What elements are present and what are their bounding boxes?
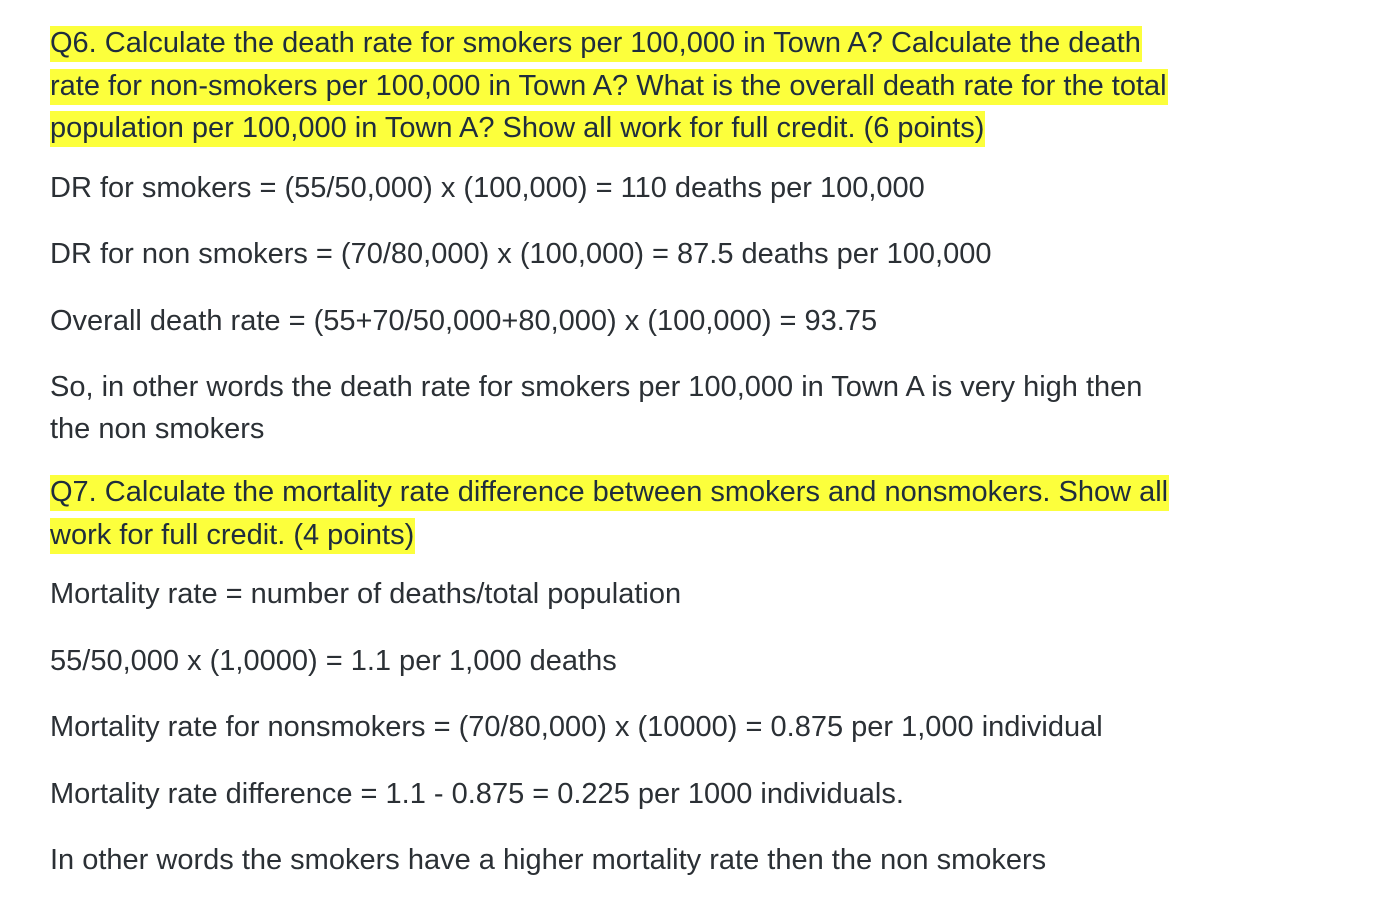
document-body: Q6. Calculate the death rate for smokers… bbox=[50, 22, 1370, 881]
q7-answer-nonsmokers: Mortality rate for nonsmokers = (70/80,0… bbox=[50, 711, 1103, 743]
q6-conclusion-line: So, in other words the death rate for sm… bbox=[50, 371, 1143, 403]
q6-question-line: Q6. Calculate the death rate for smokers… bbox=[50, 26, 1142, 62]
q6-answer-smokers: DR for smokers = (55/50,000) x (100,000)… bbox=[50, 171, 925, 204]
q6-question-line: population per 100,000 in Town A? Show a… bbox=[50, 111, 986, 147]
q7-question-line: work for full credit. (4 points) bbox=[50, 517, 416, 554]
q7-answer-definition: Mortality rate = number of deaths/total … bbox=[50, 578, 682, 610]
q6-answer-overall: Overall death rate = (55+70/50,000+80,00… bbox=[50, 304, 878, 337]
q6-question-line: rate for non-smokers per 100,000 in Town… bbox=[50, 68, 1168, 105]
q7-answer-difference: Mortality rate difference = 1.1 - 0.875 … bbox=[50, 777, 904, 810]
q7-answer-smokers: 55/50,000 x (1,0000) = 1.1 per 1,000 dea… bbox=[50, 644, 617, 677]
q6-question: Q6. Calculate the death rate for smokers… bbox=[50, 22, 1370, 150]
q7-question: Q7. Calculate the mortality rate differe… bbox=[50, 471, 1370, 556]
q7-question-line: Q7. Calculate the mortality rate differe… bbox=[50, 475, 1170, 511]
q6-conclusion-line: the non smokers bbox=[50, 413, 265, 445]
q7-conclusion: In other words the smokers have a higher… bbox=[50, 844, 1047, 876]
q6-answer-non-smokers: DR for non smokers = (70/80,000) x (100,… bbox=[50, 238, 992, 270]
